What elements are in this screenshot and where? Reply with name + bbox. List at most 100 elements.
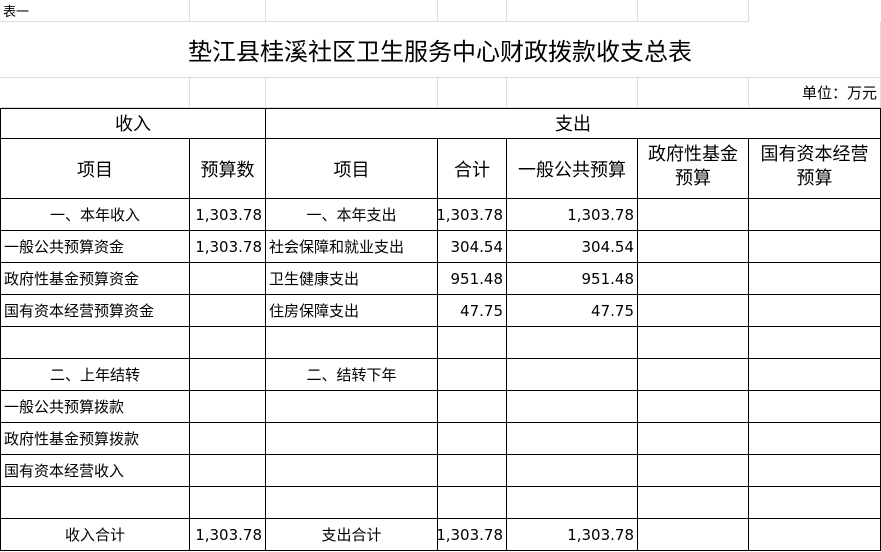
column-header: 国有资本经营预算 [749,139,881,199]
empty-cell [266,327,438,359]
empty-cell [749,263,881,295]
empty-cell [638,327,749,359]
group-header: 收入 [0,108,266,139]
column-header: 预算数 [190,139,266,199]
empty-cell [0,327,190,359]
table-cell: 一、本年收入 [0,199,190,231]
empty-cell [507,487,638,519]
empty-cell [638,391,749,423]
column-header: 项目 [266,139,438,199]
empty-cell [266,423,438,455]
empty-cell [190,455,266,487]
table-cell: 住房保障支出 [266,295,438,327]
grid-cell [638,78,749,108]
grid-cell [438,78,507,108]
table-cell: 951.48 [438,263,507,295]
empty-cell [0,487,190,519]
empty-cell [507,391,638,423]
empty-cell [507,359,638,391]
grid-cell [638,0,749,22]
grid-cell [0,78,190,108]
unit-label: 单位：万元 [749,78,881,108]
empty-cell [190,487,266,519]
empty-cell [749,423,881,455]
empty-cell [638,295,749,327]
grid-cell [507,0,638,22]
column-header: 一般公共预算 [507,139,638,199]
empty-cell [266,487,438,519]
empty-cell [638,263,749,295]
empty-cell [749,359,881,391]
table-cell: 1,303.78 [190,519,266,551]
table-cell: 47.75 [438,295,507,327]
table-cell: 收入合计 [0,519,190,551]
empty-cell [438,423,507,455]
table-cell: 47.75 [507,295,638,327]
table-cell: 政府性基金预算资金 [0,263,190,295]
empty-cell [507,423,638,455]
empty-cell [438,327,507,359]
empty-cell [749,295,881,327]
table-cell: 一般公共预算资金 [0,231,190,263]
empty-cell [638,455,749,487]
grid-cell [190,78,266,108]
grid-cell [266,78,438,108]
table-cell: 1,303.78 [438,199,507,231]
empty-cell [438,391,507,423]
empty-cell [749,391,881,423]
table-cell: 二、上年结转 [0,359,190,391]
table-cell: 社会保障和就业支出 [266,231,438,263]
sheet-label: 表一 [0,0,190,22]
column-header: 合计 [438,139,507,199]
table-cell: 1,303.78 [507,519,638,551]
empty-cell [438,455,507,487]
table-cell: 1,303.78 [190,231,266,263]
table-cell: 1,303.78 [190,199,266,231]
empty-cell [638,359,749,391]
grid-cell [507,78,638,108]
empty-cell [438,359,507,391]
table-cell: 卫生健康支出 [266,263,438,295]
empty-cell [266,391,438,423]
empty-cell [749,487,881,519]
grid-cell [190,0,266,22]
table-cell: 951.48 [507,263,638,295]
empty-cell [638,487,749,519]
empty-cell [749,199,881,231]
empty-cell [438,487,507,519]
table-cell: 304.54 [438,231,507,263]
empty-cell [638,423,749,455]
table-cell: 304.54 [507,231,638,263]
empty-cell [190,327,266,359]
empty-cell [507,455,638,487]
table-cell: 一、本年支出 [266,199,438,231]
table-cell: 支出合计 [266,519,438,551]
column-header: 项目 [0,139,190,199]
empty-cell [190,359,266,391]
table-cell: 一般公共预算拨款 [0,391,190,423]
empty-cell [749,327,881,359]
empty-cell [190,391,266,423]
table-cell: 1,303.78 [507,199,638,231]
empty-cell [190,295,266,327]
empty-cell [190,423,266,455]
table-cell: 1,303.78 [438,519,507,551]
grid-cell [266,0,438,22]
table-title: 垫江县桂溪社区卫生服务中心财政拨款收支总表 [0,22,881,78]
empty-cell [507,327,638,359]
column-header: 政府性基金预算 [638,139,749,199]
empty-cell [190,263,266,295]
empty-cell [749,519,881,551]
empty-cell [749,231,881,263]
table-cell: 国有资本经营预算资金 [0,295,190,327]
empty-cell [266,455,438,487]
table-cell: 国有资本经营收入 [0,455,190,487]
table-cell: 二、结转下年 [266,359,438,391]
empty-cell [638,199,749,231]
empty-cell [638,519,749,551]
empty-cell [638,231,749,263]
empty-cell [749,455,881,487]
group-header: 支出 [266,108,881,139]
table-cell: 政府性基金预算拨款 [0,423,190,455]
